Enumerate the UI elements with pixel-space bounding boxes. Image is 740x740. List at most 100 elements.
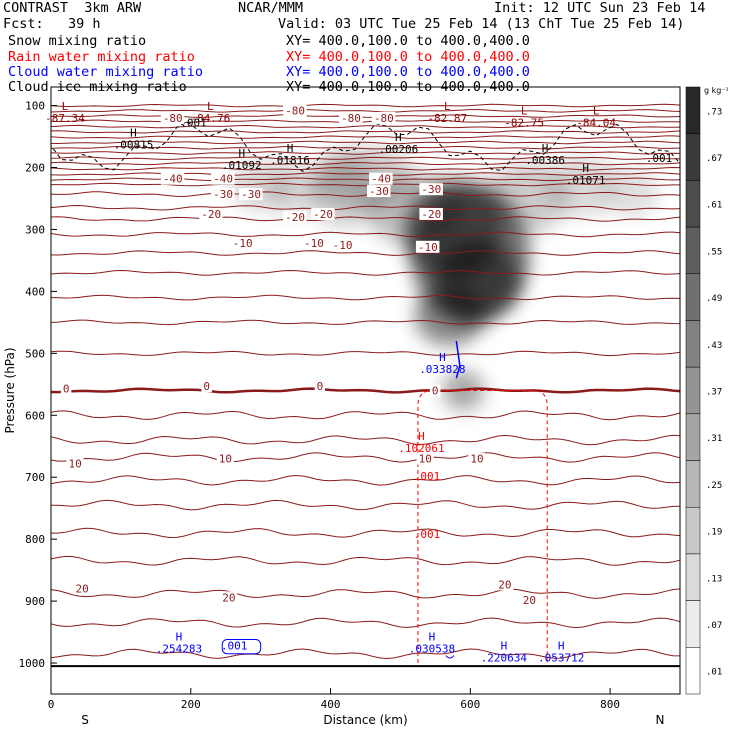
- colorbar-label: .01: [706, 668, 722, 678]
- colorbar-swatch: [685, 413, 701, 461]
- label-bg: [160, 172, 185, 185]
- extremum-marker: H: [501, 640, 508, 653]
- label-bg: [415, 240, 440, 253]
- extremum-marker: H: [287, 142, 294, 155]
- colorbar-swatch: [685, 320, 701, 368]
- extremum-value: .254283: [156, 642, 202, 655]
- extremum-value: .00815: [114, 139, 154, 152]
- isotherm: [50, 156, 681, 160]
- colorbar-swatch: [685, 600, 701, 648]
- isotherm: [50, 161, 681, 166]
- extremum-marker: H: [418, 430, 425, 443]
- temperature-label: -10: [418, 241, 438, 254]
- label-bg: [216, 452, 234, 465]
- temperature-label: 0: [63, 383, 70, 396]
- isotherm: [50, 648, 681, 660]
- snow-blob: [603, 167, 660, 218]
- label-bg: [366, 185, 391, 198]
- isotherm: [50, 250, 681, 256]
- label-bg: [496, 578, 514, 591]
- isotherm: [50, 204, 681, 211]
- valid-time: Valid: 03 UTC Tue 25 Feb 14 (13 ChT Tue …: [278, 16, 685, 32]
- isotherm: [50, 269, 681, 276]
- temperature-label: -80: [341, 112, 361, 125]
- x-tick-label: 400: [321, 698, 341, 711]
- temperature-label: 10: [219, 453, 232, 466]
- snow-blob: [547, 156, 618, 216]
- temperature-label: 10: [470, 453, 483, 466]
- temperature-label: 20: [498, 578, 511, 591]
- model-title: CONTRAST 3km ARW: [3, 0, 142, 16]
- temperature-label: -30: [213, 188, 233, 201]
- center-label: NCAR/MMM: [238, 0, 304, 16]
- isotherm: [50, 617, 681, 629]
- label-bg: [339, 111, 363, 124]
- temperature-label: 10: [68, 458, 81, 471]
- colorbar-swatch: [685, 366, 701, 415]
- label-bg: [311, 207, 335, 220]
- temperature-contours: [50, 103, 681, 668]
- y-tick-label: 300: [25, 223, 45, 236]
- extremum-marker: L: [521, 104, 528, 117]
- isotherm: [51, 182, 680, 187]
- legend-cloud-water-xy: XY= 400.0,100.0 to 400.0,400.0: [286, 64, 530, 80]
- colorbar-swatch: [685, 180, 701, 228]
- extremum-marker: H: [429, 630, 436, 643]
- temperature-label: -20: [285, 211, 305, 224]
- isotherm: [50, 109, 681, 113]
- label-bg: [201, 380, 212, 393]
- label-bg: [520, 593, 538, 606]
- legend-cloud-water-label: Cloud water mixing ratio: [8, 64, 204, 80]
- label-bg: [211, 172, 235, 185]
- extremum-value: .01071: [566, 174, 606, 187]
- colorbar-unit: g kg⁻¹: [704, 86, 729, 95]
- temperature-label: -10: [304, 237, 324, 250]
- label-bg: [239, 188, 263, 201]
- contour-value-label: .001: [646, 152, 673, 165]
- isotherm: [50, 151, 681, 155]
- isotherm: [50, 588, 681, 599]
- temperature-label: 0: [203, 380, 210, 393]
- colorbar-label: .61: [706, 201, 722, 211]
- extremum-value: .00206: [378, 143, 418, 156]
- temperature-label: 20: [523, 594, 536, 607]
- extremum-value: .01092: [222, 159, 262, 172]
- temperature-label: 20: [222, 591, 235, 604]
- contour-value-label: .001: [414, 470, 441, 483]
- colorbar-label: .31: [706, 434, 722, 444]
- colorbar-label: .67: [706, 154, 722, 164]
- isotherm: [50, 294, 681, 301]
- colorbar-swatch: [685, 506, 701, 555]
- temperature-label: -80: [163, 112, 183, 125]
- temperature-label: -40: [213, 173, 233, 186]
- temperature-label: 10: [419, 453, 432, 466]
- y-tick-label: 700: [25, 471, 45, 484]
- extremum-value: .033828: [419, 363, 465, 376]
- isotherm: [50, 166, 681, 171]
- x-axis-label: Distance (km): [323, 713, 407, 727]
- y-tick-label: 600: [25, 409, 45, 422]
- y-tick-label: 800: [25, 533, 45, 546]
- contour-value-label: .001: [180, 116, 207, 129]
- y-tick-label: 1000: [19, 657, 46, 670]
- extremum-value: -84.76: [190, 112, 230, 125]
- isotherm: [50, 216, 681, 222]
- temperature-label: -20: [313, 208, 333, 221]
- label-bg: [429, 384, 441, 397]
- label-bg: [220, 591, 238, 604]
- colorbar-label: .43: [706, 341, 722, 351]
- x-tick-label: 600: [460, 698, 480, 711]
- label-bg: [199, 207, 223, 220]
- x-tick-label: 200: [181, 698, 201, 711]
- colorbar: .73 .67 .61 .55 .49 .43 .37 .31 .25 .19 .13 .07 .01 g…: [685, 86, 729, 695]
- temperature-label: -30: [241, 188, 261, 201]
- forecast-hour: Fcst: 39 h: [3, 16, 101, 32]
- contour-labels: -80-80 -80 -80-40 -40 -40-30 -30 -30 -30-20 -20-…: [45, 100, 672, 664]
- isotherm: [50, 350, 681, 357]
- temperature-label: -30: [421, 183, 441, 196]
- extremum-marker: H: [439, 351, 446, 364]
- contour-value-label: .001: [414, 528, 441, 541]
- colorbar-swatch: [685, 86, 701, 134]
